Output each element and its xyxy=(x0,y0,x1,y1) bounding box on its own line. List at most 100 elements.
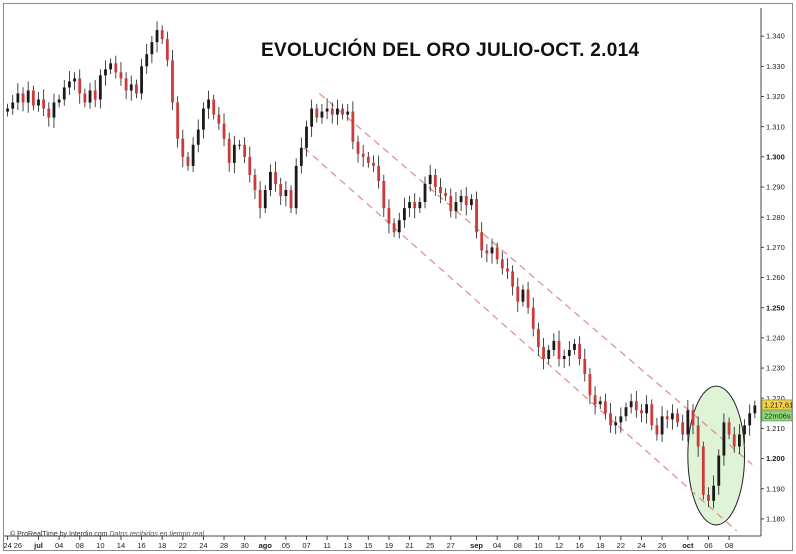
candle-body xyxy=(521,289,525,302)
candle-body xyxy=(634,401,638,411)
candle xyxy=(526,282,530,314)
candle-body xyxy=(439,187,442,194)
candle xyxy=(248,146,252,183)
candle-body xyxy=(485,250,489,254)
candle-body xyxy=(722,422,726,456)
candle-body xyxy=(140,66,143,94)
candle xyxy=(500,251,504,275)
time-badge-label: 22m06s xyxy=(764,411,791,420)
candle xyxy=(315,103,319,123)
candle-body xyxy=(73,78,76,82)
candle-body xyxy=(428,174,432,184)
candle xyxy=(6,103,9,117)
candle xyxy=(83,88,87,108)
candle xyxy=(336,99,339,125)
candle xyxy=(68,71,71,95)
candle xyxy=(588,367,592,405)
x-tick-label: 24 xyxy=(637,541,645,550)
candle xyxy=(753,400,757,419)
candle xyxy=(279,177,283,205)
candle xyxy=(408,195,411,218)
candle-body xyxy=(433,174,437,188)
candle-body xyxy=(114,63,118,73)
candle xyxy=(114,55,118,79)
candle xyxy=(609,403,612,433)
candle xyxy=(26,81,30,113)
candle xyxy=(593,386,597,415)
candle-body xyxy=(165,39,169,61)
candle-body xyxy=(392,223,396,233)
candle-body xyxy=(310,108,314,127)
candle-body xyxy=(423,183,427,203)
candle xyxy=(480,222,484,258)
credit-text: ProRealTime by Interdin.com xyxy=(17,531,108,538)
candle xyxy=(377,155,381,189)
candle xyxy=(686,400,690,442)
y-tick-label: 1.310 xyxy=(766,122,785,131)
x-tick-label: 06 xyxy=(704,541,712,550)
gold-price-chart: 1.340 1.330 1.320 1.310 1.300 1.290 1.280 1.270… xyxy=(4,8,792,550)
candle-body xyxy=(227,138,231,163)
candle-body xyxy=(516,286,520,302)
candle-body xyxy=(11,102,15,109)
chart-credit: © ProRealTime by Interdin.com Datos reci… xyxy=(10,531,204,538)
candle xyxy=(603,393,607,420)
candle-body xyxy=(557,340,561,359)
candle xyxy=(372,155,375,173)
candle-body xyxy=(413,202,417,209)
candle xyxy=(681,414,685,441)
candle-body xyxy=(150,42,154,55)
candle xyxy=(459,189,463,211)
candle-body xyxy=(145,54,149,67)
candle xyxy=(469,194,473,210)
candle-body xyxy=(573,343,576,350)
candle xyxy=(243,137,247,164)
highlight-ellipse-layer xyxy=(687,385,746,526)
candle xyxy=(299,137,303,174)
candle xyxy=(181,129,185,168)
x-tick-label: 04 xyxy=(55,541,63,550)
candle-body xyxy=(186,156,190,166)
candle xyxy=(93,80,97,108)
candle-body xyxy=(650,404,654,426)
candle-body xyxy=(660,416,664,435)
candle xyxy=(155,21,159,53)
candle-body xyxy=(645,404,649,414)
candle xyxy=(722,413,726,466)
candle-body xyxy=(583,358,587,375)
y-axis-ticks: 1.340 1.330 1.320 1.310 1.300 1.290 1.280 1.270… xyxy=(761,32,785,524)
x-tick-label: 05 xyxy=(282,541,290,550)
candle-body xyxy=(325,108,329,112)
x-tick-label: 13 xyxy=(344,541,352,550)
candle-body xyxy=(176,102,180,139)
trend-channel xyxy=(303,93,753,532)
y-tick-label: 1.250 xyxy=(766,303,785,312)
candle xyxy=(37,91,40,112)
y-tick-label: 1.300 xyxy=(766,152,785,161)
x-tick-label: oct xyxy=(682,541,694,550)
candle xyxy=(346,104,350,121)
candle xyxy=(305,120,308,157)
x-tick-label: 21 xyxy=(405,541,413,550)
candle xyxy=(238,139,241,150)
candle xyxy=(691,404,695,435)
candle xyxy=(428,164,432,192)
candle xyxy=(629,393,633,414)
candle-body xyxy=(490,247,494,254)
candle xyxy=(145,43,149,74)
candle xyxy=(397,212,401,239)
candle-body xyxy=(93,90,97,100)
candle-body xyxy=(593,395,597,405)
candle-body xyxy=(196,129,200,145)
candle xyxy=(449,188,453,218)
candle-body xyxy=(366,156,370,163)
candle-body xyxy=(356,141,360,154)
candle-body xyxy=(6,108,9,112)
candlestick-series xyxy=(6,21,757,509)
candle-body xyxy=(397,220,401,233)
x-tick-label: 26 xyxy=(658,541,666,550)
candle xyxy=(196,119,200,153)
candle-body xyxy=(336,108,339,115)
candle-body xyxy=(500,259,504,269)
candle xyxy=(573,339,576,355)
